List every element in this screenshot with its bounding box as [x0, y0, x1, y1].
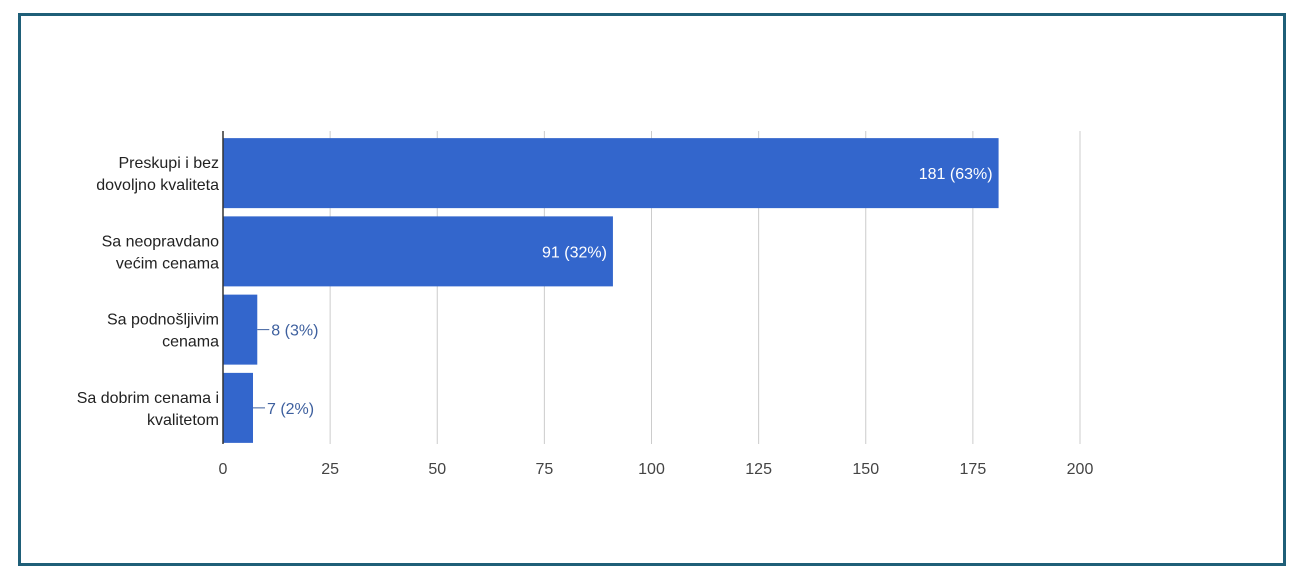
- bar-1: [223, 216, 613, 287]
- data-label-0: 181 (63%): [919, 166, 993, 183]
- bar-3: [223, 372, 253, 443]
- data-label-3: 7 (2%): [267, 401, 314, 418]
- x-tick-label-3: 75: [535, 461, 553, 478]
- category-label-0-line-0: Preskupi i bez: [119, 155, 220, 172]
- category-label-0-line-1: dovoljno kvaliteta: [96, 177, 219, 194]
- bar-0: [223, 138, 999, 209]
- bar-2: [223, 294, 258, 365]
- x-tick-label-7: 175: [960, 461, 987, 478]
- category-label-3-line-0: Sa dobrim cenama i: [77, 390, 219, 407]
- x-tick-label-0: 0: [219, 461, 228, 478]
- x-tick-label-5: 125: [745, 461, 772, 478]
- category-label-3-line-1: kvalitetom: [147, 412, 219, 429]
- category-label-2-line-1: cenama: [162, 334, 219, 351]
- category-label-2-line-0: Sa podnošljivim: [107, 312, 219, 329]
- x-tick-label-8: 200: [1067, 461, 1094, 478]
- x-tick-label-1: 25: [321, 461, 339, 478]
- category-label-1-line-0: Sa neopravdano: [102, 233, 220, 250]
- x-tick-label-4: 100: [638, 461, 665, 478]
- data-label-2: 8 (3%): [271, 323, 318, 340]
- x-tick-label-2: 50: [428, 461, 446, 478]
- x-tick-label-6: 150: [852, 461, 879, 478]
- category-label-1-line-1: većim cenama: [116, 255, 219, 272]
- data-label-1: 91 (32%): [542, 244, 607, 261]
